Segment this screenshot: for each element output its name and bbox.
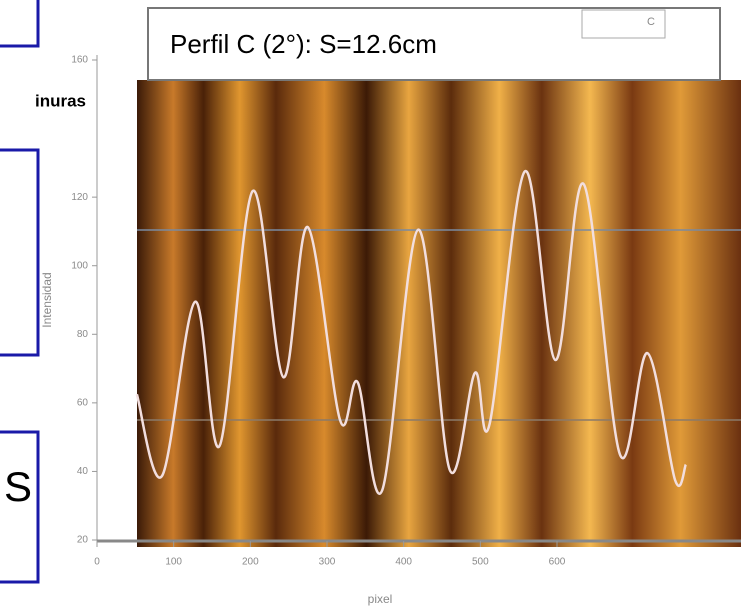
y-tick-label: 100 bbox=[71, 260, 88, 271]
y-axis-label: Intensidad bbox=[40, 272, 54, 327]
panel-label: inuras bbox=[35, 91, 86, 110]
x-axis-label: pixel bbox=[368, 592, 393, 606]
panel-box bbox=[0, 148, 40, 357]
y-tick-label: 40 bbox=[77, 466, 89, 477]
x-tick-label: 500 bbox=[472, 557, 489, 568]
y-tick-label: 120 bbox=[71, 192, 88, 203]
plot-image bbox=[137, 80, 741, 547]
x-tick-label: 100 bbox=[165, 557, 182, 568]
y-tick-label: 80 bbox=[77, 329, 89, 340]
x-tick-label: 400 bbox=[395, 557, 412, 568]
x-tick-label: 0 bbox=[94, 557, 100, 568]
x-tick-label: 300 bbox=[319, 557, 336, 568]
y-tick-label: 60 bbox=[77, 397, 89, 408]
chart-title: Perfil C (2°): S=12.6cm bbox=[170, 29, 437, 59]
panel-box bbox=[0, 430, 40, 584]
tag: C bbox=[647, 16, 655, 28]
profile-line bbox=[135, 170, 687, 495]
x-tick-label: 200 bbox=[242, 557, 259, 568]
panel-letter: S bbox=[4, 463, 32, 510]
x-tick-label: 600 bbox=[549, 557, 566, 568]
y-tick-label: 20 bbox=[77, 535, 89, 546]
panel-box bbox=[0, 0, 40, 48]
y-tick-label: 160 bbox=[71, 55, 88, 66]
tag-box bbox=[581, 9, 666, 39]
